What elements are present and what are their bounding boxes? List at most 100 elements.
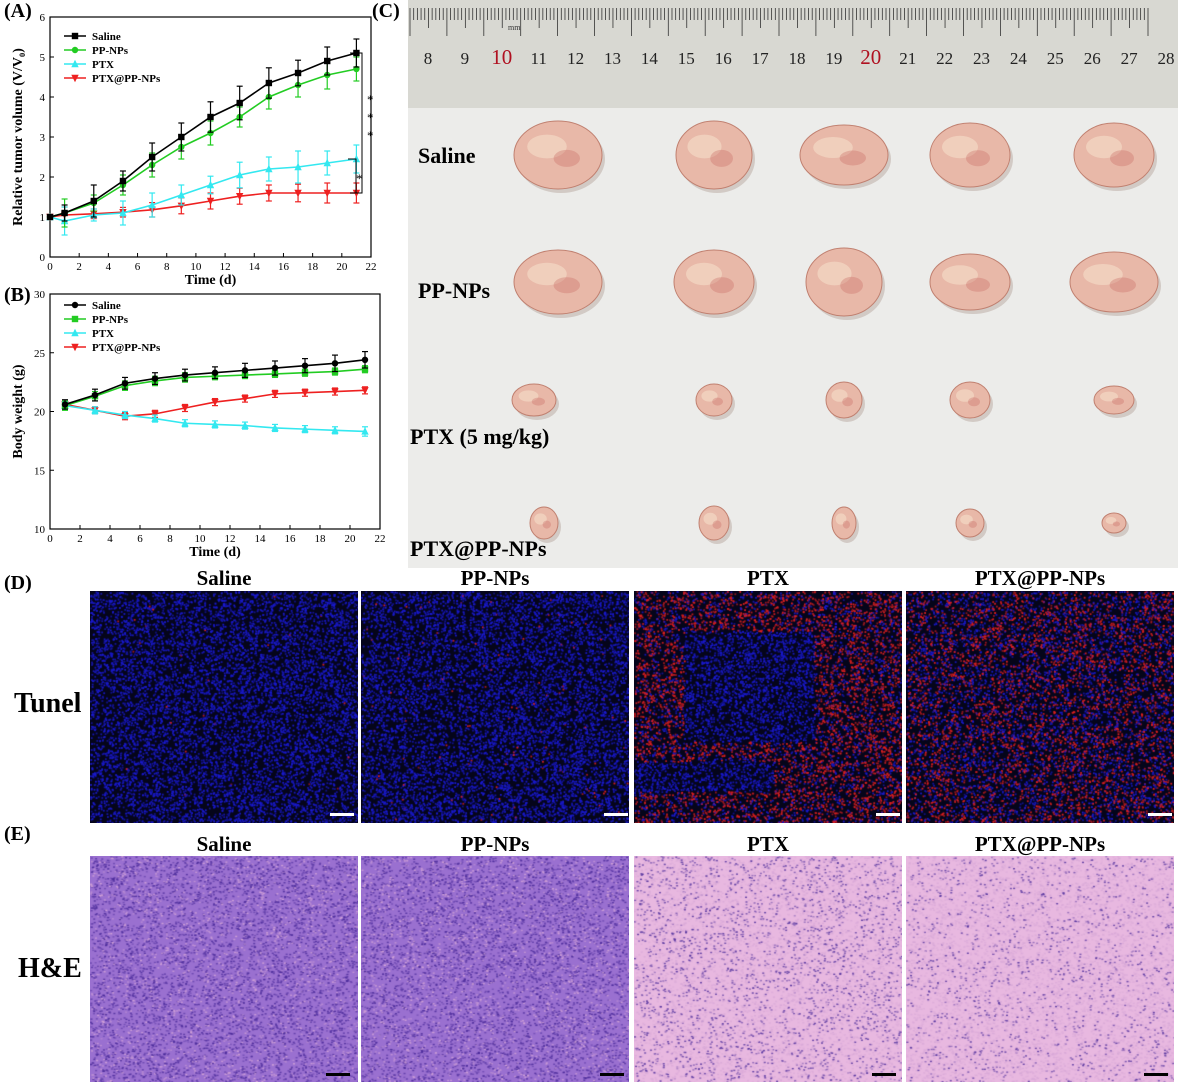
data-point xyxy=(361,387,369,395)
tumor-highlight xyxy=(1083,264,1123,285)
legend-label: PTX xyxy=(92,59,114,71)
data-point xyxy=(211,420,219,428)
x-tick-label: 12 xyxy=(220,261,231,273)
he-image-ptx xyxy=(634,856,902,1082)
data-point xyxy=(91,406,99,414)
ruler-number: 10 xyxy=(491,45,512,69)
tumor-highlight xyxy=(831,389,848,402)
ruler-number: 16 xyxy=(715,49,732,68)
x-tick-label: 8 xyxy=(167,533,173,545)
ruler-number: 19 xyxy=(825,49,842,68)
ruler xyxy=(408,0,1178,108)
significance-star: * xyxy=(356,171,363,186)
ruler-number: 24 xyxy=(1010,49,1028,68)
he-col-ppnps: PP-NPs xyxy=(460,832,530,856)
ruler-number: 15 xyxy=(678,49,695,68)
y-tick-label: 4 xyxy=(40,92,46,104)
tumor-vessel xyxy=(842,520,850,529)
tumor-highlight xyxy=(835,513,847,525)
he-row-label: H&E xyxy=(18,953,82,984)
panel-label-d: (D) xyxy=(4,572,32,594)
legend-marker xyxy=(71,301,79,309)
data-point xyxy=(119,208,127,217)
data-point xyxy=(294,162,302,171)
legend-label: PP-NPs xyxy=(92,314,129,326)
data-point xyxy=(241,395,249,403)
tumor-vessel xyxy=(968,397,980,407)
tumor-vessel xyxy=(840,276,863,294)
tumor-vessel xyxy=(966,150,990,167)
data-point xyxy=(207,113,214,121)
tunel-image-ptx xyxy=(634,591,902,823)
tumor-vessel xyxy=(553,149,580,167)
tumor-highlight xyxy=(687,134,722,159)
data-point xyxy=(211,369,219,376)
data-point xyxy=(331,360,339,367)
data-point xyxy=(148,200,156,209)
photo-row-label-ptx: PTX (5 mg/kg) xyxy=(410,424,550,449)
data-point xyxy=(181,404,189,413)
data-point xyxy=(121,410,129,419)
tumor-vessel xyxy=(531,397,545,406)
y-axis-label: Body weight (g) xyxy=(11,364,26,458)
x-tick-label: 4 xyxy=(107,533,113,545)
x-axis-label: Time (d) xyxy=(189,545,241,560)
tunel-col-ptx-ppnps: PTX@PP-NPs xyxy=(974,566,1106,590)
data-point xyxy=(177,190,186,199)
x-tick-label: 2 xyxy=(76,261,82,273)
data-point xyxy=(301,389,309,397)
data-point xyxy=(90,197,97,205)
data-point xyxy=(265,164,273,173)
body-weight-chart: 0 2 4 6 8 10 12 14 16 18 20 22 10 15 20 25 30 Time (d) Bod… xyxy=(11,289,386,560)
ruler-number: 26 xyxy=(1084,49,1101,68)
tumor-highlight xyxy=(942,265,978,285)
tunel-col-saline: Saline xyxy=(196,566,252,590)
tunel-image-ptx-ppnps xyxy=(906,591,1174,823)
ruler-number: 21 xyxy=(899,49,916,68)
data-point xyxy=(121,380,129,387)
tumor-highlight xyxy=(527,134,567,159)
scale-bar xyxy=(604,813,628,816)
panel-label-c: (C) xyxy=(372,0,400,22)
tumor-vessel xyxy=(966,277,990,292)
y-tick-label: 15 xyxy=(34,465,46,477)
tumor-highlight xyxy=(686,262,722,286)
x-tick-label: 0 xyxy=(47,533,53,545)
scale-bar xyxy=(1148,813,1172,816)
tumor-vessel xyxy=(1110,150,1134,167)
data-point xyxy=(178,133,185,141)
panel-label-a: (A) xyxy=(4,0,32,22)
series-line xyxy=(49,158,357,222)
data-point xyxy=(361,427,369,435)
scale-bar xyxy=(330,813,354,816)
ruler-unit: mm xyxy=(508,23,521,32)
significance-bracket xyxy=(348,158,357,193)
ruler-number: 22 xyxy=(936,49,953,68)
series-line xyxy=(49,192,357,218)
significance-star: * xyxy=(367,110,374,125)
ruler-number: 14 xyxy=(641,49,659,68)
tumor-highlight xyxy=(527,262,567,286)
x-tick-label: 8 xyxy=(164,261,170,273)
data-point xyxy=(301,424,309,433)
tumor-highlight xyxy=(960,514,973,525)
he-image-ppnps xyxy=(361,856,629,1082)
legend-label: PP-NPs xyxy=(92,45,129,57)
x-tick-label: 16 xyxy=(278,261,290,273)
x-tick-label: 18 xyxy=(315,533,327,545)
he-col-saline: Saline xyxy=(196,832,252,856)
x-tick-label: 20 xyxy=(336,261,348,273)
data-point xyxy=(206,197,215,206)
legend-marker xyxy=(71,46,79,54)
panel-label-b: (B) xyxy=(4,284,31,306)
data-point xyxy=(181,371,189,379)
y-tick-label: 5 xyxy=(40,52,46,64)
data-point xyxy=(235,193,244,201)
y-tick-label: 2 xyxy=(40,172,46,184)
legend-label: Saline xyxy=(92,31,121,43)
series-line xyxy=(49,68,357,218)
scale-bar xyxy=(1144,1073,1168,1076)
ruler-number: 11 xyxy=(531,49,547,68)
data-point xyxy=(46,213,54,221)
data-point xyxy=(271,423,279,432)
